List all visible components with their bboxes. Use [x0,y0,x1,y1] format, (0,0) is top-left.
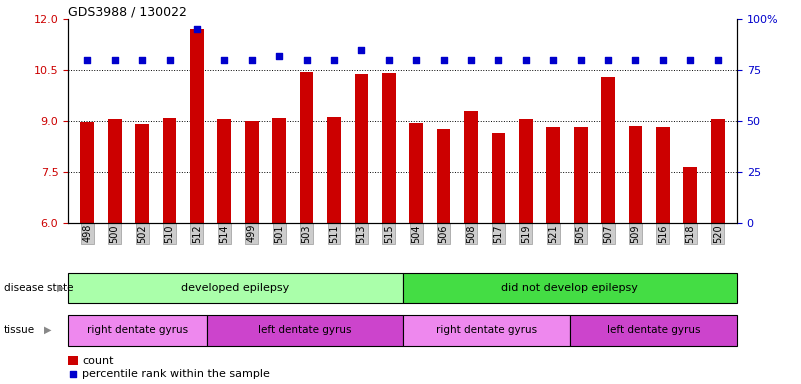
Bar [300,72,313,223]
Text: tissue: tissue [4,325,35,335]
Bar [382,73,396,223]
Point [273,53,286,59]
Point [163,57,176,63]
Point [382,57,395,63]
Text: percentile rank within the sample: percentile rank within the sample [83,369,270,379]
Text: right dentate gyrus: right dentate gyrus [87,325,188,335]
Bar [190,29,203,223]
Bar [492,133,505,223]
Point [684,57,697,63]
Bar [629,126,642,223]
Point [108,57,121,63]
Point [306,310,319,316]
Bar [656,127,670,223]
Text: disease state: disease state [4,283,74,293]
Text: developed epilepsy: developed epilepsy [181,283,289,293]
Point [218,57,231,63]
Bar [574,127,587,223]
Point [657,57,670,63]
Bar [80,122,95,223]
Point [437,57,450,63]
Bar [409,123,423,223]
Text: right dentate gyrus: right dentate gyrus [436,325,537,335]
Bar [519,119,533,223]
Text: left dentate gyrus: left dentate gyrus [606,325,700,335]
Point [355,47,368,53]
Bar [437,129,450,223]
Point [574,57,587,63]
Point [547,57,560,63]
Bar [68,273,403,303]
Bar [163,118,176,223]
Point [245,57,258,63]
Text: ▶: ▶ [44,325,51,335]
Bar [68,315,207,346]
Bar [135,124,149,223]
Point [81,57,94,63]
Bar [546,127,560,223]
Bar [710,119,725,223]
Point [300,57,313,63]
Point [629,57,642,63]
Bar [68,356,78,366]
Point [602,57,614,63]
Point [410,57,423,63]
Bar [327,117,341,223]
Text: ▶: ▶ [57,283,64,293]
Bar [464,111,478,223]
Point [135,57,148,63]
Point [191,26,203,33]
Point [465,57,477,63]
Bar [403,273,737,303]
Bar [602,77,615,223]
Text: count: count [83,356,114,366]
Text: GDS3988 / 130022: GDS3988 / 130022 [68,5,187,18]
Text: left dentate gyrus: left dentate gyrus [258,325,352,335]
Bar [108,119,122,223]
Bar [570,315,737,346]
Bar [683,167,697,223]
Point [519,57,532,63]
Text: did not develop epilepsy: did not develop epilepsy [501,283,638,293]
Bar [218,119,231,223]
Point [492,57,505,63]
Bar [272,118,286,223]
Point [328,57,340,63]
Bar [207,315,403,346]
Point [711,57,724,63]
Bar [355,74,368,223]
Bar [245,121,259,223]
Bar [403,315,570,346]
